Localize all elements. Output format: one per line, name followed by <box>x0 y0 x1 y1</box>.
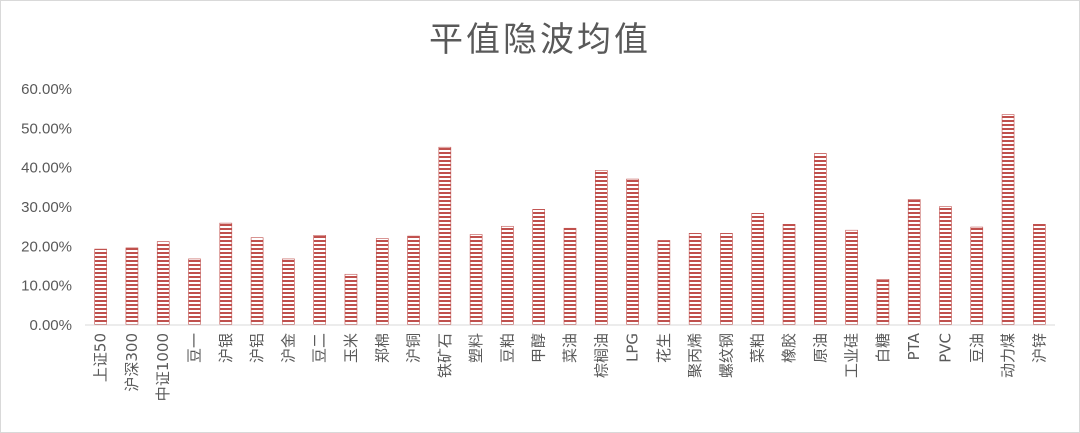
y-tick-label: 30.00% <box>21 199 72 216</box>
x-tick-label: 甲醇 <box>530 333 548 363</box>
y-tick-label: 20.00% <box>21 238 72 255</box>
x-tick-label: 菜粕 <box>749 333 767 363</box>
x-tick-label: 棕榈油 <box>592 333 610 378</box>
y-tick-label: 50.00% <box>21 120 72 137</box>
x-tick-label: PVC <box>936 333 954 363</box>
bar <box>94 248 107 326</box>
x-tick-label: 工业硅 <box>843 333 861 378</box>
x-tick-label: 中证1000 <box>154 333 172 401</box>
y-tick-label: 0.00% <box>29 317 72 334</box>
x-tick-label: 沪铜 <box>405 333 423 363</box>
y-tick-label: 60.00% <box>21 81 72 98</box>
x-tick-label: 螺纹钢 <box>717 333 735 378</box>
bar <box>626 178 639 326</box>
bar <box>876 279 890 326</box>
x-tick-label: 豆二 <box>311 333 329 363</box>
bar <box>845 229 858 326</box>
bars <box>94 114 1046 326</box>
bar <box>939 206 952 326</box>
x-tick-label: 白糖 <box>874 333 892 363</box>
x-tick-label: 花生 <box>655 333 673 363</box>
x-tick-label: 豆粕 <box>498 333 516 363</box>
x-tick-label: 聚丙烯 <box>686 333 704 378</box>
bar <box>814 153 827 326</box>
x-axis-ticks: 上证50 沪深300 中证1000 豆一 沪银 沪铝 沪金 豆二 玉米 郑棉 沪铜 铁矿石 塑料 豆粕 甲醇… <box>92 332 1049 401</box>
chart-title: 平值隐波均值 <box>429 20 651 60</box>
bar <box>1033 224 1046 326</box>
bar <box>407 235 420 326</box>
x-tick-label: 豆油 <box>968 333 986 363</box>
x-tick-label: 上证50 <box>92 333 110 382</box>
x-tick-label: 菜油 <box>561 333 579 363</box>
bar <box>720 233 733 326</box>
bar <box>594 170 608 326</box>
bar <box>751 212 765 326</box>
x-tick-label: 塑料 <box>467 333 485 363</box>
x-tick-label: PTA <box>905 332 923 360</box>
bar <box>313 235 326 326</box>
x-tick-label: 橡胶 <box>780 333 798 363</box>
x-tick-label: 动力煤 <box>999 333 1017 378</box>
x-tick-label: 沪锌 <box>1030 333 1048 363</box>
bar <box>344 273 358 326</box>
bar <box>688 233 702 326</box>
bar <box>469 234 483 326</box>
bar <box>156 241 170 326</box>
bar <box>532 209 546 326</box>
bar <box>563 227 577 326</box>
x-tick-label: 沪铝 <box>248 333 266 363</box>
x-tick-label: 豆一 <box>186 333 204 363</box>
y-tick-label: 40.00% <box>21 160 72 177</box>
bar <box>125 247 139 326</box>
x-tick-label: 沪深300 <box>123 333 141 392</box>
x-tick-label: 郑棉 <box>373 333 391 363</box>
bar <box>188 258 201 326</box>
bar <box>970 226 984 326</box>
bar <box>657 240 671 326</box>
x-tick-label: 铁矿石 <box>436 333 454 378</box>
bar <box>1001 114 1015 326</box>
bar <box>282 258 295 326</box>
x-tick-label: 沪金 <box>279 333 297 363</box>
x-tick-label: LPG <box>624 333 642 362</box>
bar <box>501 225 514 326</box>
y-axis-ticks: 0.00% 10.00% 20.00% 30.00% 40.00% 50.00% 60.00… <box>21 81 72 334</box>
bar <box>907 199 921 326</box>
bar <box>219 222 233 326</box>
x-tick-label: 原油 <box>811 333 829 363</box>
y-tick-label: 10.00% <box>21 278 72 295</box>
bar <box>782 224 796 326</box>
bar <box>375 238 389 326</box>
bar <box>250 237 264 326</box>
bar <box>438 146 452 326</box>
x-tick-label: 沪银 <box>217 333 235 363</box>
x-tick-label: 玉米 <box>342 333 360 363</box>
